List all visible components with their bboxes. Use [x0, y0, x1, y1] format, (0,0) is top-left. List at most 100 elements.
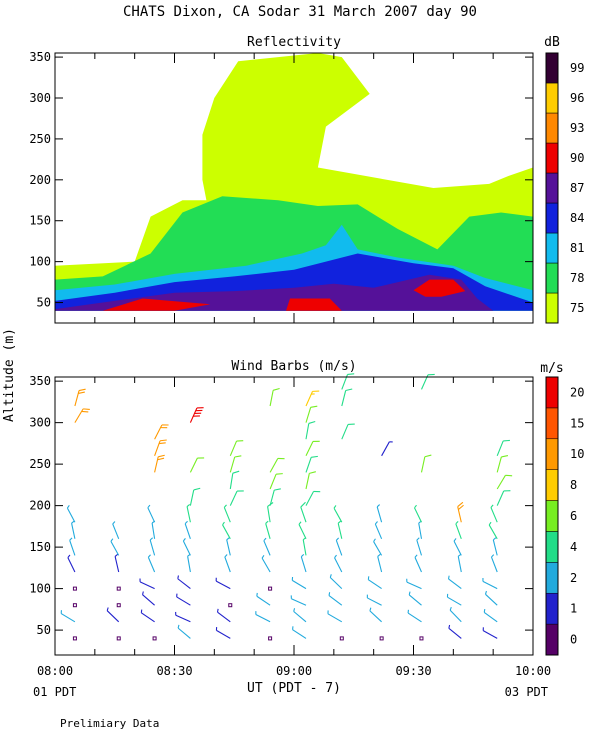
wind-barb	[154, 424, 169, 440]
barb-half-flag	[376, 504, 381, 508]
barb-shaft	[369, 610, 382, 623]
colorbar-label: 6	[570, 509, 577, 523]
barb-half-flag	[60, 610, 62, 614]
barb-shaft	[186, 506, 191, 523]
calm-marker	[379, 636, 384, 641]
wind-barb	[420, 454, 432, 473]
barb-shaft	[71, 523, 76, 539]
colorbar-swatch	[545, 172, 559, 204]
colorbar-swatch	[545, 202, 559, 234]
colorbar-border	[545, 52, 559, 324]
wind-barb	[453, 538, 462, 556]
barb-shaft	[229, 490, 238, 506]
barb-shaft	[374, 523, 383, 540]
barb-flag	[83, 408, 90, 410]
barb-half-flag	[453, 538, 457, 542]
barb-shaft	[448, 627, 462, 639]
wind-frame	[54, 376, 534, 656]
wind-barb	[305, 490, 321, 506]
barb-shaft	[216, 629, 231, 639]
wind-barb	[141, 591, 155, 606]
wind-barb	[366, 594, 382, 606]
barb-shaft	[485, 593, 498, 606]
wind-colorbar-units: m/s	[540, 361, 563, 376]
barb-shaft	[333, 507, 343, 523]
barb-half-flag	[367, 576, 370, 580]
barb-shaft	[110, 541, 120, 556]
barb-half-flag	[490, 504, 494, 508]
barb-shaft	[341, 390, 347, 407]
barb-half-flag	[112, 521, 116, 525]
colorbar-label: 96	[570, 91, 584, 105]
wind-barb	[149, 537, 156, 556]
barb-shaft	[329, 577, 343, 589]
wind-barb	[496, 490, 511, 506]
wind-barb	[114, 553, 120, 573]
colorbar-label: 8	[570, 478, 577, 492]
wind-barb	[154, 439, 167, 456]
barb-shaft	[298, 524, 307, 540]
barb-shaft	[335, 540, 343, 556]
y-tick-label: 100	[29, 255, 51, 269]
wind-barb	[369, 607, 382, 623]
barb-shaft	[496, 475, 506, 490]
x-corner-left: 01 PDT	[33, 685, 76, 699]
barb-half-flag	[182, 538, 186, 542]
wind-barb	[175, 611, 191, 623]
barb-half-flag	[334, 554, 337, 559]
barb-flag	[313, 440, 320, 442]
barb-half-flag	[263, 537, 267, 542]
wind-x-axis: 08:00 08:30 09:00 09:30 10:00	[37, 377, 551, 678]
wind-barb	[407, 609, 422, 623]
wind-barb	[449, 606, 462, 623]
calm-marker	[419, 636, 424, 641]
barb-shaft	[139, 581, 155, 590]
colorbar-swatch	[545, 592, 559, 625]
barb-flag	[345, 388, 353, 392]
wind-barb	[305, 390, 320, 407]
wind-barb	[341, 423, 355, 440]
barb-shaft	[229, 473, 234, 490]
barb-shaft	[377, 556, 383, 573]
wind-barb	[300, 553, 307, 573]
barb-flag	[232, 470, 240, 474]
calm-marker	[268, 586, 273, 591]
wind-barb	[335, 537, 343, 556]
wind-barb	[333, 505, 343, 523]
barb-shaft	[112, 523, 120, 540]
wind-barb	[291, 576, 307, 590]
barb-flag	[78, 388, 86, 392]
barb-flag	[313, 490, 321, 493]
wind-barb	[110, 538, 120, 556]
barb-shaft	[229, 456, 236, 473]
barb-half-flag	[223, 504, 227, 508]
colorbar-label: 75	[570, 301, 584, 315]
wind-barb	[189, 457, 205, 473]
wind-barb	[256, 592, 271, 606]
reflectivity-title: Reflectivity	[247, 35, 341, 50]
reflectivity-x-ticks	[54, 53, 534, 323]
barb-shaft	[302, 539, 307, 556]
barb-half-flag	[298, 521, 302, 525]
barb-half-flag	[335, 537, 340, 541]
y-tick-label: 50	[37, 623, 51, 637]
barb-half-flag	[114, 553, 119, 557]
wind-barb	[269, 473, 283, 490]
barb-shaft	[305, 423, 310, 440]
wind-barb	[418, 520, 423, 539]
wind-barb	[305, 440, 320, 457]
wind-barb	[60, 610, 76, 623]
colorbar-swatch	[545, 623, 559, 656]
barb-shaft	[189, 489, 195, 506]
wind-barb	[490, 554, 498, 573]
barb-flag	[157, 457, 165, 461]
wind-barb	[112, 521, 120, 540]
y-tick-label: 150	[29, 540, 51, 554]
wind-y-axis: 50 100 150 200 250 300 350	[29, 374, 533, 637]
barb-shaft	[215, 580, 231, 590]
wind-barb	[305, 471, 316, 490]
barb-half-flag	[147, 504, 151, 509]
wind-barb	[147, 504, 156, 523]
calm-marker	[116, 636, 121, 641]
